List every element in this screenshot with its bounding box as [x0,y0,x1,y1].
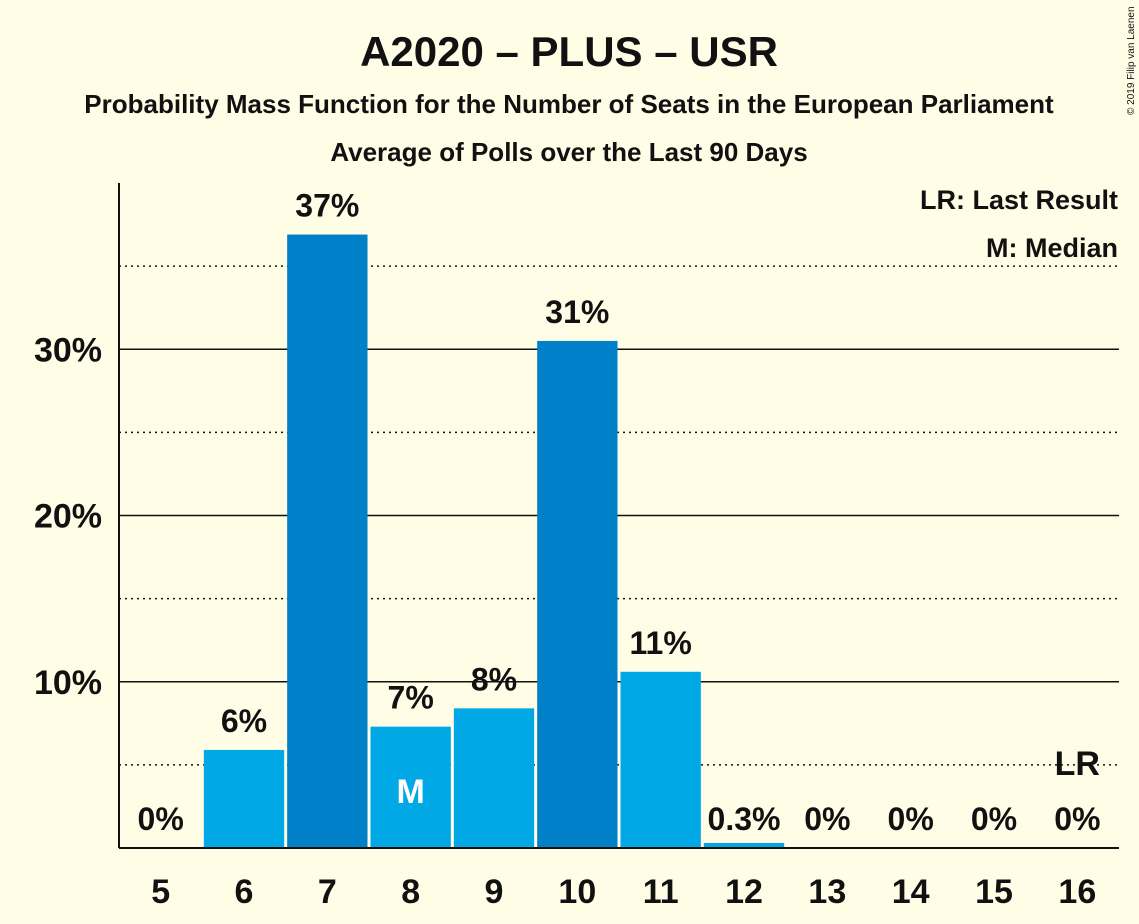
bar-9 [453,708,535,848]
data-label-8: 7% [388,680,434,716]
bar-7 [287,234,368,849]
bar-10 [537,340,618,848]
chart-title: A2020 – PLUS – USR [360,28,778,75]
y-tick-label: 20% [34,498,102,536]
data-label-9: 8% [471,661,517,697]
x-tick-label-13: 13 [808,873,846,911]
data-label-5: 0% [138,801,184,837]
gridlines [119,265,1119,766]
chart-subtitle-2: Average of Polls over the Last 90 Days [330,137,807,167]
bar-6 [203,749,285,848]
data-label-13: 0% [804,801,850,837]
copyright: © 2019 Filip van Laenen [1126,6,1137,115]
data-label-14: 0% [888,801,934,837]
x-tick-label-16: 16 [1058,873,1096,911]
bars [203,234,785,849]
x-tick-label-8: 8 [401,873,420,911]
data-label-12: 0.3% [708,801,781,837]
data-label-7: 37% [295,188,359,224]
data-label-6: 6% [221,703,267,739]
x-tick-label-5: 5 [151,873,170,911]
y-tick-labels: 10% 20% 30% [34,331,102,702]
x-tick-label-10: 10 [558,873,596,911]
bar-8 [370,726,451,848]
y-tick-label: 10% [34,664,102,702]
data-label-11: 11% [630,625,692,661]
data-label-16: 0% [1054,801,1100,837]
x-tick-label-15: 15 [975,873,1013,911]
x-tick-label-12: 12 [725,873,763,911]
last-result-marker: LR [1055,745,1100,783]
x-tick-label-7: 7 [318,873,337,911]
x-tick-label-11: 11 [643,873,679,911]
median-marker: M [397,773,425,811]
x-tick-label-6: 6 [235,873,254,911]
bar-11 [620,671,701,848]
chart-subtitle: Probability Mass Function for the Number… [84,89,1054,119]
data-labels: 0% 6% 37% 7% M 8% 31% 11% 0.3% 0% 0% 0% 0% LR [138,188,1101,837]
legend-median: M: Median [986,233,1118,263]
x-tick-labels: 5 6 7 8 9 10 11 12 13 14 15 16 [151,873,1096,911]
legend-last-result: LR: Last Result [920,185,1118,215]
x-tick-label-9: 9 [485,873,504,911]
x-tick-label-14: 14 [892,873,930,911]
data-label-10: 31% [545,294,609,330]
y-tick-label: 30% [34,331,102,369]
bar-12 [703,843,785,848]
data-label-15: 0% [971,801,1017,837]
